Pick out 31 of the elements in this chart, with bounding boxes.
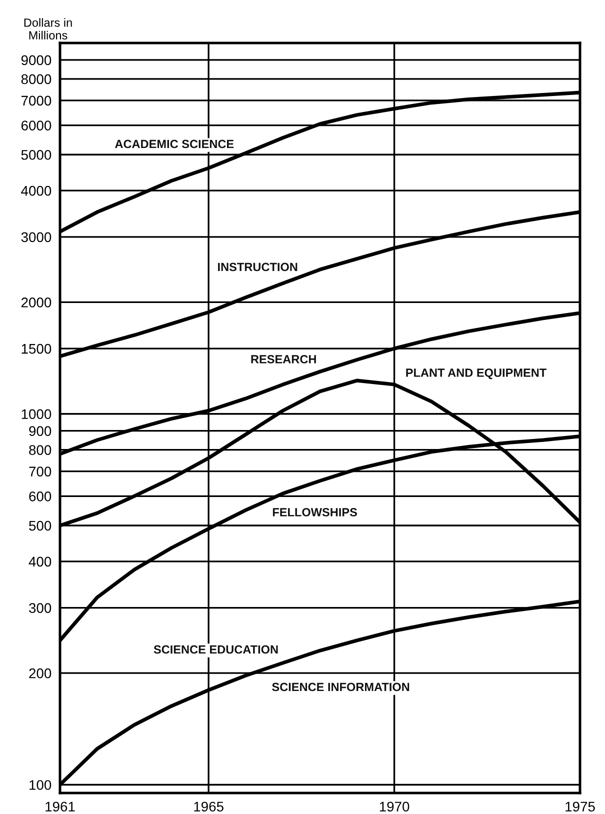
y-tick-label: 9000	[21, 55, 52, 66]
series-label: PLANT AND EQUIPMENT	[406, 368, 546, 380]
y-axis-title: Dollars in Millions	[24, 18, 72, 40]
series-label: RESEARCH	[251, 355, 316, 364]
x-tick-label: 1975	[566, 802, 595, 812]
series-label: INSTRUCTION	[218, 262, 298, 272]
annotation: SCIENCE INFORMATION	[272, 682, 410, 692]
x-tick-label: 1965	[194, 802, 224, 812]
y-tick-label: 1500	[22, 344, 52, 354]
y-tick-label: 600	[29, 491, 52, 502]
y-tick-label: 900	[29, 426, 52, 436]
y-tick-label: 700	[29, 466, 52, 476]
y-tick-label: 4000	[21, 186, 52, 196]
y-tick-label: 5000	[21, 150, 52, 160]
y-tick-label: 2000	[21, 298, 52, 308]
y-tick-label: 100	[30, 780, 52, 790]
x-tick-label: 1970	[380, 802, 410, 812]
y-tick-label: 8000	[21, 74, 52, 84]
y-tick-label: 7000	[21, 96, 52, 106]
y-tick-label: 3000	[21, 232, 52, 242]
series-label: FELLOWSHIPS	[272, 508, 357, 516]
x-tick-label: 1961	[46, 802, 75, 812]
y-tick-label: 400	[28, 556, 52, 567]
y-tick-label: 1000	[22, 409, 52, 420]
y-tick-label: 6000	[21, 120, 52, 130]
y-tick-label: 300	[29, 603, 52, 613]
series-label: ACADEMIC SCIENCE	[115, 140, 234, 148]
y-tick-label: 500	[29, 520, 52, 531]
y-tick-label: 200	[29, 668, 52, 678]
annotation: SCIENCE EDUCATION	[154, 645, 278, 654]
y-tick-label: 800	[29, 445, 52, 455]
